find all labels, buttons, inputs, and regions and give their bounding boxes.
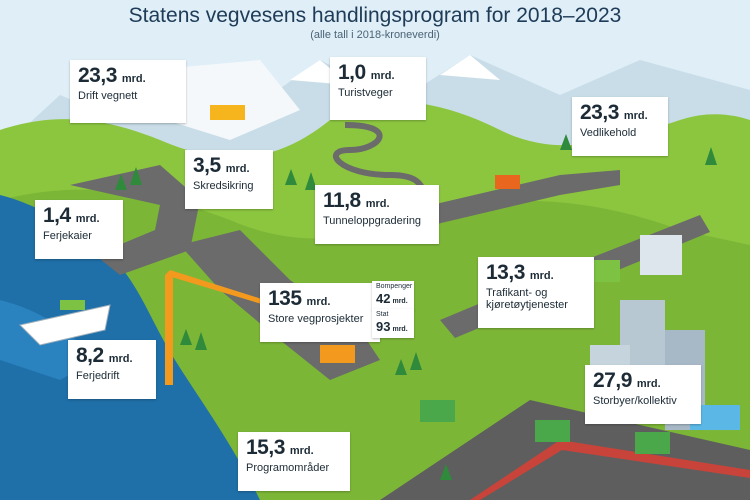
unit: mrd. (636, 378, 661, 390)
amount: 13,3 (486, 261, 525, 284)
card-trafikant-og-kjoretoytjenester: 13,3 mrd. Trafikant- og kjøretøytjenester (478, 257, 594, 328)
unit: mrd. (108, 353, 133, 365)
label: Store vegprosjekter (268, 313, 364, 325)
unit: mrd. (623, 110, 648, 122)
sub-amount: 93 (376, 319, 391, 334)
unit: mrd. (75, 213, 100, 225)
label: Ferjekaier (43, 230, 92, 242)
amount: 27,9 (593, 369, 632, 392)
card-drift-vegnett: 23,3 mrd. Drift vegnett (70, 60, 186, 123)
label: Ferjedrift (76, 370, 120, 382)
card-programomrader: 15,3 mrd. Programområder (238, 432, 350, 491)
label: Programområder (246, 462, 330, 474)
amount: 23,3 (580, 101, 619, 124)
label: Skredsikring (193, 180, 254, 192)
unit: mrd. (370, 70, 395, 82)
label: Turistveger (338, 87, 393, 99)
card-vedlikehold: 23,3 mrd. Vedlikehold (572, 97, 668, 156)
card-tunneloppgradering: 11,8 mrd. Tunneloppgradering (315, 185, 439, 244)
unit: mrd. (529, 270, 554, 282)
amount: 1,4 (43, 204, 71, 227)
card-store-vegprosjekter: 135 mrd. Store vegprosjekter (260, 283, 380, 342)
label: Drift vegnett (78, 90, 138, 102)
sub-label: Stat (376, 311, 389, 318)
card-ferjekaier: 1,4 mrd. Ferjekaier (35, 200, 123, 259)
sub-bompenger: Bompenger 42 mrd. (372, 281, 414, 310)
page-title: Statens vegvesens handlingsprogram for 2… (128, 4, 622, 27)
card-ferjedrift: 8,2 mrd. Ferjedrift (68, 340, 156, 399)
card-storbyer-kollektiv: 27,9 mrd. Storbyer/kollektiv (585, 365, 701, 424)
amount: 1,0 (338, 61, 366, 84)
amount: 135 (268, 287, 302, 310)
sub-amount: 42 (376, 291, 391, 306)
amount: 11,8 (323, 189, 361, 212)
sub-unit: mrd. (392, 326, 408, 333)
unit: mrd. (306, 296, 331, 308)
label-line1: Trafikant- og (486, 287, 548, 299)
label: Storbyer/kollektiv (593, 395, 677, 407)
amount: 15,3 (246, 436, 285, 459)
amount: 3,5 (193, 154, 221, 177)
amount: 23,3 (78, 64, 117, 87)
unit: mrd. (289, 445, 314, 457)
page-subtitle: (alle tall i 2018-kroneverdi) (310, 29, 440, 41)
sub-label: Bompenger (376, 283, 413, 290)
label-line2: kjøretøytjenester (486, 299, 568, 311)
unit: mrd. (365, 198, 390, 210)
label: Tunneloppgradering (323, 215, 422, 227)
card-skredsikring: 3,5 mrd. Skredsikring (185, 150, 273, 209)
amount: 8,2 (76, 344, 104, 367)
sub-unit: mrd. (392, 298, 408, 305)
unit: mrd. (121, 73, 146, 85)
sub-stat: Stat 93 mrd. (372, 309, 414, 338)
label: Vedlikehold (580, 127, 637, 139)
card-turistveger: 1,0 mrd. Turistveger (330, 57, 426, 120)
unit: mrd. (225, 163, 250, 175)
